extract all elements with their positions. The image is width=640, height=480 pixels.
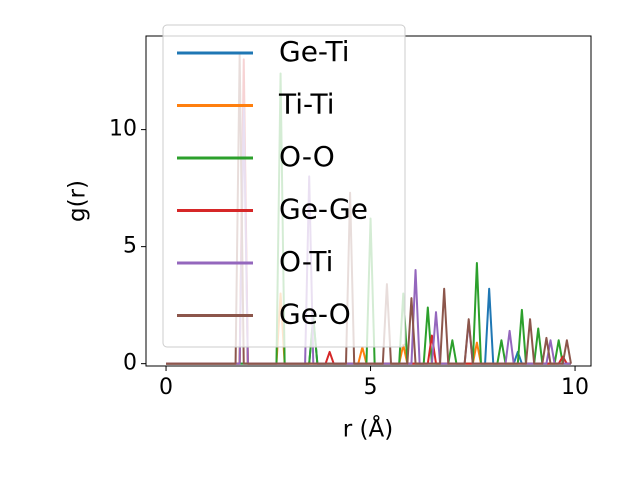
x-tick-label: 10 [561, 375, 589, 400]
legend-label: O-O [279, 140, 335, 173]
y-axis-label: g(r) [65, 180, 91, 222]
legend-label: Ge-O [279, 298, 351, 331]
x-tick-label: 5 [364, 375, 378, 400]
legend-label: Ti-Ti [278, 88, 335, 121]
x-axis-label: r (Å) [343, 415, 393, 443]
y-tick-label: 10 [109, 117, 137, 142]
legend-label: Ge-Ge [279, 193, 368, 226]
legend-label: O-Ti [279, 245, 333, 278]
y-tick-label: 5 [123, 234, 137, 259]
x-tick-label: 0 [159, 375, 173, 400]
legend-label: Ge-Ti [279, 35, 349, 68]
y-tick-label: 0 [123, 351, 137, 376]
series-line [166, 53, 572, 365]
